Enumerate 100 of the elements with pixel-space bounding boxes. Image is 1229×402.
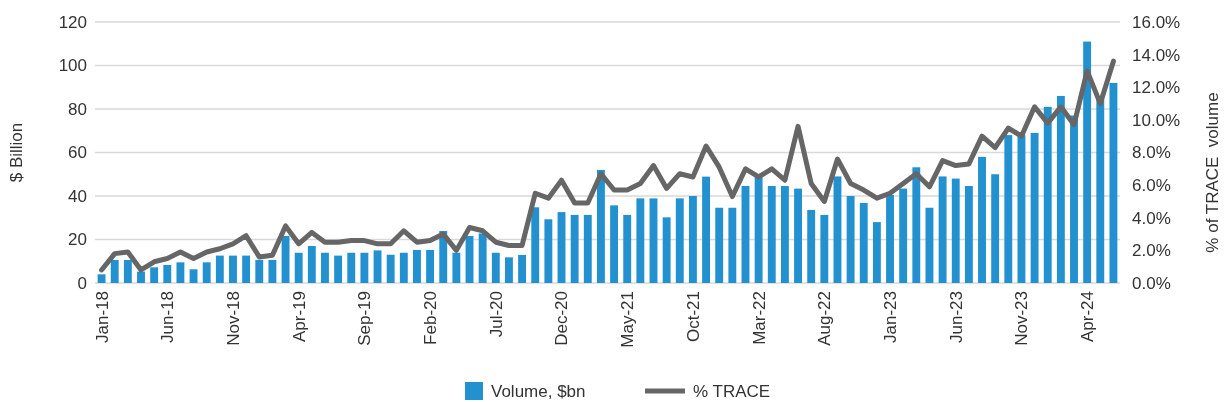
bar [794, 188, 802, 283]
bar [820, 214, 829, 283]
bar [242, 255, 251, 283]
bar [636, 198, 645, 283]
x-tick-label: Jun-23 [946, 291, 966, 343]
bar [347, 252, 356, 283]
bar [268, 259, 277, 283]
bar [334, 255, 343, 283]
bar [386, 254, 395, 283]
y-tick-label: 0 [77, 273, 87, 293]
x-tick-label: Feb-20 [421, 291, 441, 345]
y2-tick-label: 0.0% [1132, 273, 1171, 293]
bar [294, 252, 303, 283]
bar [1004, 135, 1013, 283]
bar [255, 259, 264, 283]
x-tick-label: Jan-23 [880, 291, 900, 343]
y2-tick-label: 6.0% [1132, 176, 1171, 196]
bar [123, 259, 132, 283]
bar [951, 178, 960, 283]
bar [452, 252, 461, 283]
bar [1056, 95, 1065, 283]
bar [478, 233, 487, 283]
bar [505, 257, 513, 283]
bar [728, 207, 737, 283]
y-tick-label: 80 [68, 99, 87, 119]
x-tick-label: Jun-18 [158, 291, 178, 343]
bar [110, 259, 119, 283]
y-tick-label: 100 [58, 56, 87, 76]
bar [780, 186, 789, 283]
bar [1043, 106, 1052, 283]
bar [583, 214, 592, 283]
x-tick-label: Sep-19 [355, 291, 375, 346]
x-tick-label: Nov-18 [223, 291, 243, 346]
bar [518, 254, 527, 283]
bar [886, 194, 894, 283]
legend-label: Volume, $bn [491, 381, 586, 401]
bar [675, 198, 684, 283]
bar [229, 255, 237, 283]
bar [413, 249, 421, 283]
bar [912, 167, 921, 283]
bar [399, 252, 408, 283]
y-tick-label: 40 [68, 186, 87, 206]
x-tick-label: Apr-24 [1078, 291, 1098, 343]
bar [321, 252, 329, 283]
bar [1083, 41, 1092, 283]
bar [859, 202, 868, 283]
bar [373, 250, 382, 283]
x-tick-label: Apr-19 [289, 291, 309, 343]
x-tick-label: Oct-21 [683, 291, 703, 343]
bar [978, 156, 986, 283]
bar [307, 246, 316, 283]
bar [202, 262, 211, 283]
bar [570, 214, 579, 283]
y-tick-label: 120 [58, 12, 87, 32]
bar [1030, 132, 1039, 283]
bar [176, 262, 185, 283]
bar [715, 207, 724, 283]
y2-tick-label: 2.0% [1132, 241, 1171, 261]
bar [807, 209, 816, 283]
bar [702, 176, 710, 283]
bar [623, 214, 632, 283]
bar [189, 269, 198, 283]
bar [97, 274, 106, 283]
bar [137, 271, 145, 283]
bar [1109, 82, 1118, 283]
bar [531, 207, 540, 283]
y-axis-title: $ Billion [7, 122, 26, 183]
x-tick-label: Jan-18 [92, 291, 112, 343]
bar [163, 264, 172, 283]
x-tick-label: Aug-22 [815, 291, 835, 346]
bar [846, 196, 855, 283]
y-tick-label: 20 [68, 230, 87, 250]
bar [991, 174, 1000, 283]
bar [872, 222, 881, 283]
bar [964, 186, 973, 283]
bar [938, 176, 947, 283]
bar [426, 249, 435, 283]
x-tick-label: Dec-20 [552, 291, 572, 346]
y2-tick-label: 8.0% [1132, 143, 1171, 163]
bar [215, 255, 224, 283]
bar [150, 267, 159, 283]
x-tick-label: Nov-23 [1012, 291, 1032, 346]
y-tick-label: 60 [68, 143, 87, 163]
bar [596, 169, 605, 283]
bar [360, 252, 369, 283]
y2-tick-label: 16.0% [1132, 12, 1181, 32]
bar [688, 196, 697, 283]
bar [544, 219, 553, 283]
legend-label: % TRACE [693, 381, 771, 401]
y2-tick-label: 12.0% [1132, 78, 1181, 98]
y2-axis-title: % of TRACE volume [1203, 92, 1222, 253]
y2-tick-label: 10.0% [1132, 110, 1181, 130]
y2-tick-label: 4.0% [1132, 208, 1171, 228]
bar [1070, 115, 1078, 283]
x-tick-label: Mar-22 [749, 291, 769, 345]
bar [662, 217, 671, 283]
bar [899, 188, 908, 283]
bar [610, 205, 619, 283]
bar [491, 252, 500, 283]
x-tick-label: Jul-20 [486, 291, 506, 338]
